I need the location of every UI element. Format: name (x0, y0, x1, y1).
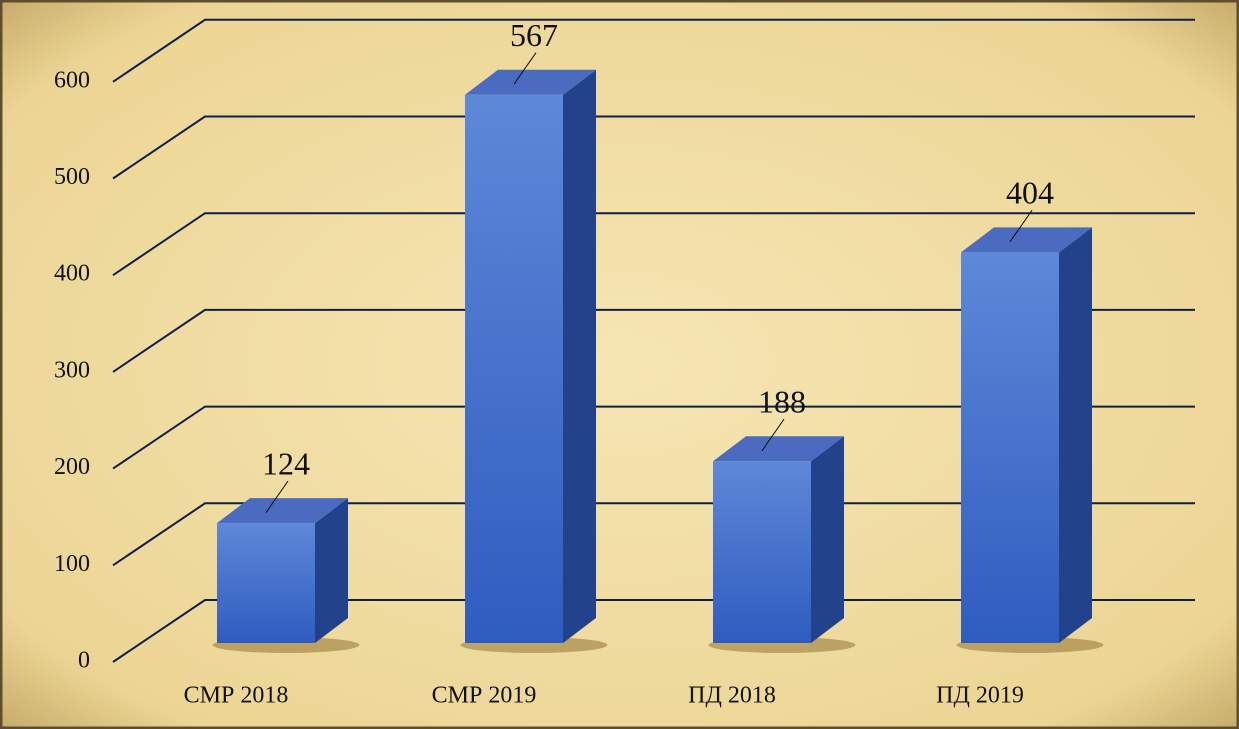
value-label: 188 (758, 384, 806, 420)
leader-line (265, 480, 289, 513)
x-tick-label: СМР 2019 (432, 683, 537, 709)
bar-side (563, 69, 596, 643)
grid-line (112, 18, 1195, 83)
bar (465, 94, 563, 643)
y-tick-label: 400 (54, 261, 90, 287)
bar-top (217, 498, 348, 524)
bar-side (315, 498, 348, 643)
bar-top (961, 227, 1092, 253)
bar-top (713, 436, 844, 462)
bar (217, 523, 315, 643)
bar (961, 252, 1059, 643)
leader-line (513, 52, 537, 85)
bar-side (811, 436, 844, 643)
value-label: 404 (1006, 175, 1054, 211)
value-label: 567 (510, 17, 558, 53)
bar-top (465, 69, 596, 95)
y-tick-label: 600 (54, 67, 90, 93)
leader-line (761, 418, 785, 451)
y-tick-label: 300 (54, 357, 90, 383)
y-tick-label: 100 (54, 551, 90, 577)
y-tick-label: 0 (78, 648, 90, 674)
value-label: 124 (262, 445, 310, 481)
leader-line (1009, 210, 1033, 243)
y-tick-label: 200 (54, 454, 90, 480)
grid-line (112, 502, 1195, 567)
grid-line (112, 308, 1195, 373)
bar (713, 461, 811, 643)
grid-line (112, 599, 1195, 663)
x-tick-label: ПД 2018 (688, 683, 776, 709)
x-tick-label: СМР 2018 (184, 683, 289, 709)
x-tick-label: ПД 2019 (936, 683, 1024, 709)
grid-line (112, 212, 1195, 277)
y-tick-label: 500 (54, 164, 90, 190)
grid-line (112, 115, 1195, 180)
bar-side (1059, 227, 1092, 643)
grid-line (112, 405, 1195, 470)
